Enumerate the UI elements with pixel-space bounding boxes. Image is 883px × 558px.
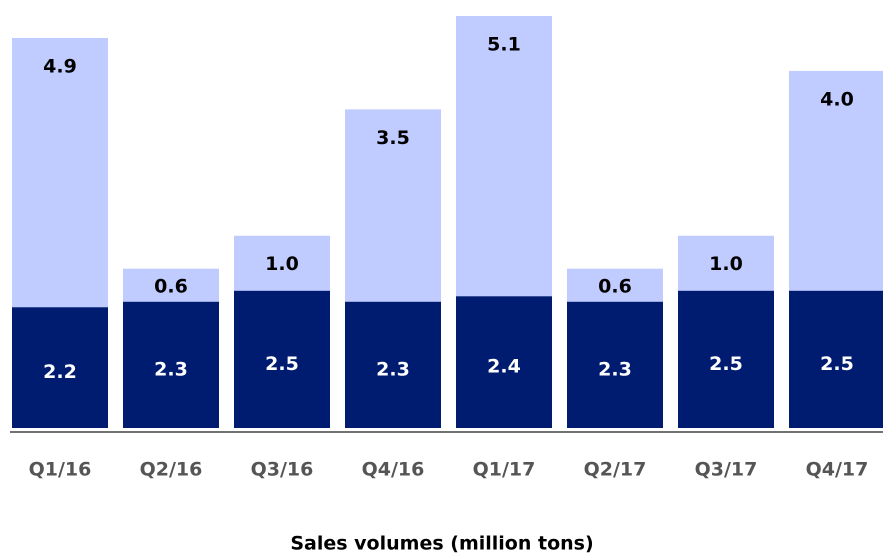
data-label: 2.3 (154, 358, 188, 380)
bar-segment (12, 307, 108, 428)
bar-segment (567, 301, 663, 428)
chart-title: Sales volumes (million tons) (290, 533, 593, 555)
bar-segment (345, 301, 441, 428)
data-label: 2.3 (598, 358, 632, 380)
x-tick-label: Q1/16 (29, 459, 92, 481)
data-label: 4.9 (43, 55, 77, 77)
x-tick-label: Q2/17 (584, 459, 647, 481)
data-label: 2.5 (709, 353, 743, 375)
data-label: 1.0 (709, 253, 743, 275)
bar-segment (123, 301, 219, 428)
x-tick-label: Q2/16 (140, 459, 203, 481)
data-label: 3.5 (376, 127, 410, 149)
data-label: 1.0 (265, 253, 299, 275)
data-label: 0.6 (598, 276, 632, 298)
x-tick-label: Q4/17 (806, 459, 869, 481)
bar-segment (789, 290, 883, 428)
bar-segment (789, 70, 883, 291)
data-label: 4.0 (820, 88, 854, 110)
data-label: 2.2 (43, 361, 77, 383)
bar-segment (12, 37, 108, 308)
data-label: 2.4 (487, 356, 521, 378)
bar-segment (123, 268, 219, 302)
bar-segment (234, 235, 330, 291)
bar-segment (678, 290, 774, 428)
data-label: 2.5 (265, 353, 299, 375)
bar-segment (567, 268, 663, 302)
x-tick-label: Q3/17 (695, 459, 758, 481)
bar-segment (678, 235, 774, 291)
data-label: 5.1 (487, 34, 521, 56)
data-label: 2.3 (376, 358, 410, 380)
bar-segment (234, 290, 330, 428)
x-tick-label: Q3/16 (251, 459, 314, 481)
bar-segment (345, 109, 441, 302)
bar-segment (456, 296, 552, 428)
data-label: 0.6 (154, 276, 188, 298)
bar-segment (456, 16, 552, 297)
data-label: 2.5 (820, 353, 854, 375)
x-tick-label: Q1/17 (473, 459, 536, 481)
x-tick-label: Q4/16 (362, 459, 425, 481)
